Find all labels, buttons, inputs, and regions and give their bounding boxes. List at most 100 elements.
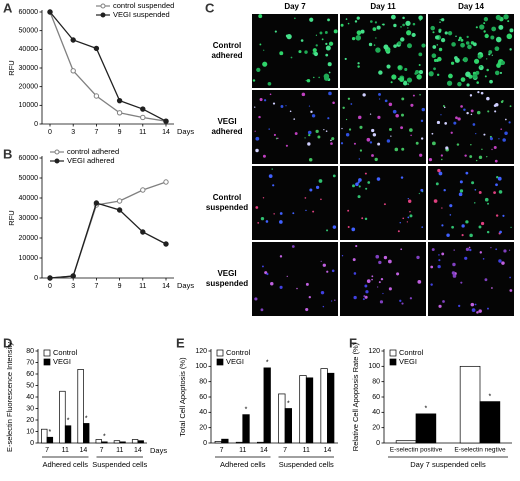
cell-dot [279,212,283,215]
legend-label: control suspended [113,1,174,10]
x-tick-label: 11 [116,447,123,454]
series-line [49,181,167,279]
cell-dot [431,248,435,252]
cell-dot [470,302,475,307]
cell-dot [285,34,289,38]
cell-dot [484,33,489,39]
cell-dot [444,122,448,125]
cell-dot [503,249,507,253]
cell-dot [432,31,435,34]
cell-dot [378,260,382,265]
cell-dot [388,287,392,291]
cell-dot [458,39,461,42]
cell-dot [438,47,443,52]
cell-dot [279,285,283,289]
cell-dot [358,115,362,120]
row-label: Control suspended [205,193,249,212]
cell-dot [358,185,361,188]
cell-dot [449,204,453,208]
x-tick-label: E-selectin negtive [454,447,506,454]
cell-dot [480,91,484,95]
bar [95,439,102,444]
cell-dot [439,19,441,21]
cell-dot [416,74,422,80]
cell-dot [333,29,338,34]
cell-dot [431,132,434,135]
cell-dot [312,48,317,53]
cell-dot [508,249,511,251]
cell-dot [442,105,445,107]
cell-dot [460,281,463,284]
data-point [93,200,100,206]
cell-dot [471,181,475,185]
column-header: Day 7 [284,2,306,11]
cell-dot [430,25,435,31]
cell-dot [313,51,319,57]
cell-dot [438,259,441,262]
bar [320,368,328,444]
cell-dot [483,133,486,136]
cell-dot [461,224,465,228]
cell-dot [304,197,307,199]
cell-dot [374,21,378,24]
cell-dot [436,73,440,77]
panel-label: B [3,146,12,161]
cell-dot [506,33,513,40]
cell-dot [470,144,472,146]
cell-dot [479,24,485,30]
cell-dot [323,129,325,131]
cell-dot [436,44,439,46]
cell-dot [504,131,508,135]
cell-dot [458,36,462,40]
cell-dot [347,209,350,212]
cell-dot [355,244,358,248]
significance-mark: * [67,418,70,425]
cell-dot [254,106,256,108]
cell-dot [436,120,441,125]
cell-dot [399,77,405,83]
legend-label: Control [53,348,78,357]
bar [479,401,501,444]
cell-dot [327,62,332,67]
cell-dot [397,65,402,70]
y-axis-label: E-selectin Fluorescence Intensity [5,342,14,452]
y-tick-label: 40 [199,409,207,416]
cell-dot [384,99,388,103]
bar [305,377,314,444]
cell-dot [493,145,497,149]
cell-dot [500,100,504,104]
cell-dot [410,103,414,107]
cell-dot [501,261,505,265]
cell-dot [409,297,413,300]
cell-dot [487,202,490,205]
column-header: Day 14 [458,2,484,11]
cell-dot [495,36,502,43]
cell-dot [477,91,480,94]
cell-dot [438,254,440,256]
cell-dot [418,70,423,75]
micrograph [340,166,426,240]
cell-dot [269,93,272,96]
cell-dot [381,23,384,26]
cell-dot [345,18,348,20]
cell-dot [305,79,307,82]
row-label: VEGI suspended [205,269,249,288]
cell-dot [467,44,472,50]
cell-dot [257,221,260,224]
bar [299,375,307,444]
cell-dot [312,210,315,213]
cell-dot [452,262,456,267]
cell-dot [262,61,268,67]
cell-dot [328,91,332,96]
cell-dot [372,133,377,137]
data-point [47,9,53,15]
data-point [93,93,100,99]
cell-dot [323,73,330,80]
cell-dot [347,225,350,228]
legend-marker [100,12,106,18]
cell-dot [472,123,476,126]
cell-dot [300,39,304,42]
cell-dot [254,297,258,301]
cell-dot [493,191,496,195]
cell-dot [498,190,503,194]
